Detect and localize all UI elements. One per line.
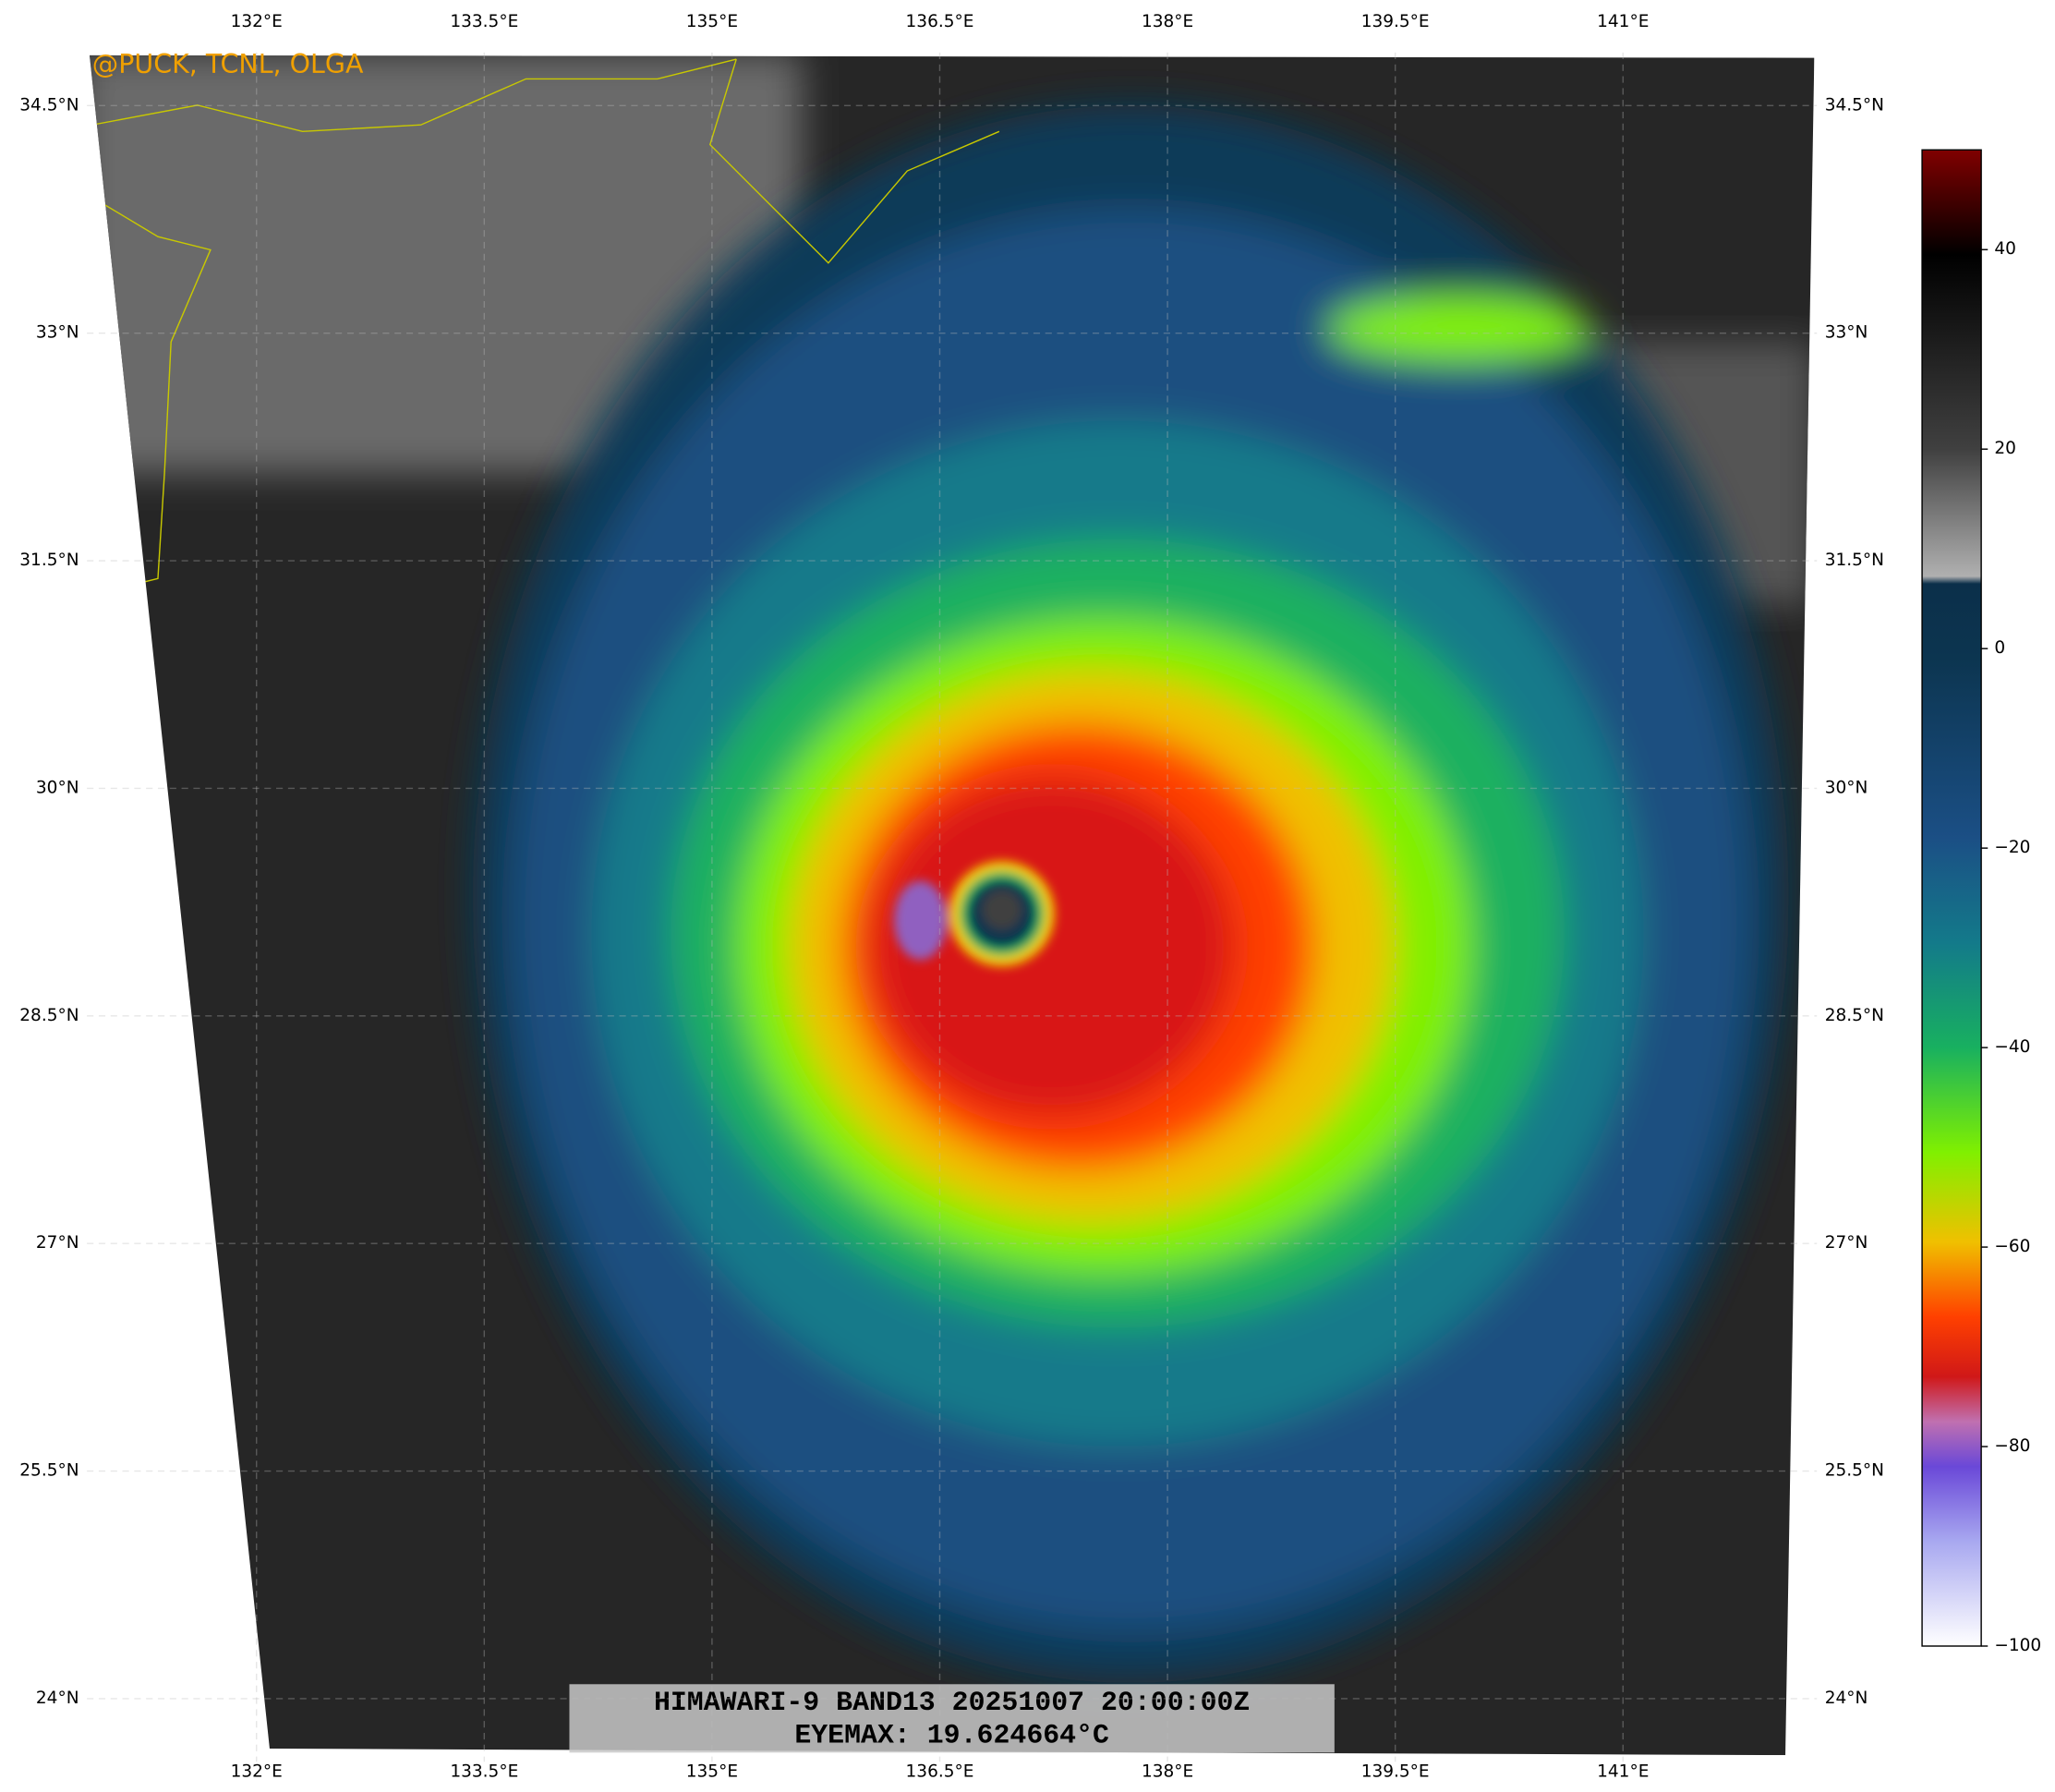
lon-tick-label: 141°E — [1597, 12, 1649, 31]
colorbar-tick-label: −40 — [1994, 1037, 2030, 1057]
lat-tick-label: 31.5°N — [1825, 551, 1884, 570]
lon-tick-label: 135°E — [686, 12, 738, 31]
lon-tick-label: 136.5°E — [906, 12, 974, 31]
colorbar-tick-label: 0 — [1994, 638, 2005, 658]
lat-tick-label: 28.5°N — [19, 1006, 79, 1025]
lon-tick-label: 133.5°E — [450, 12, 518, 31]
lat-tick-label: 30°N — [1825, 778, 1868, 797]
lon-tick-label: 139.5°E — [1361, 1762, 1430, 1782]
colorbar-tick-label: −60 — [1994, 1237, 2030, 1256]
colorbar-tick-label: 40 — [1994, 239, 2016, 259]
lat-tick-label: 27°N — [1825, 1233, 1868, 1253]
lat-tick-label: 24°N — [1825, 1689, 1868, 1708]
lon-tick-label: 136.5°E — [906, 1762, 974, 1782]
lat-tick-label: 28.5°N — [1825, 1006, 1884, 1025]
lon-tick-label: 139.5°E — [1361, 12, 1430, 31]
lat-tick-label: 33°N — [1825, 323, 1868, 343]
lon-tick-label: 132°E — [231, 1762, 283, 1782]
lat-tick-label: 24°N — [36, 1689, 79, 1708]
lat-tick-label: 25.5°N — [1825, 1461, 1884, 1481]
lon-tick-label: 133.5°E — [450, 1762, 518, 1782]
lon-tick-label: 138°E — [1142, 1762, 1193, 1782]
title-line: EYEMAX: 19.624664°C — [794, 1720, 1109, 1751]
lat-tick-label: 31.5°N — [19, 551, 79, 570]
colorbar-tick-label: −80 — [1994, 1436, 2030, 1456]
colorbar-tick-label: 20 — [1994, 439, 2016, 458]
lon-tick-label: 138°E — [1142, 12, 1193, 31]
colorbar — [1921, 149, 1982, 1647]
lat-tick-label: 34.5°N — [1825, 95, 1884, 115]
lon-tick-label: 132°E — [231, 12, 283, 31]
lat-tick-label: 27°N — [36, 1233, 79, 1253]
credit: @PUCK, TCNL, OLGA — [92, 49, 364, 79]
lat-tick-label: 33°N — [36, 323, 79, 343]
lat-tick-label: 34.5°N — [19, 95, 79, 115]
lat-tick-label: 25.5°N — [19, 1461, 79, 1481]
title-box — [569, 1684, 1335, 1753]
lon-tick-label: 135°E — [686, 1762, 738, 1782]
lat-tick-label: 30°N — [36, 778, 79, 797]
lon-tick-label: 141°E — [1597, 1762, 1649, 1782]
title-line: HIMAWARI-9 BAND13 20251007 20:00:00Z — [654, 1687, 1250, 1718]
colorbar-tick-label: −20 — [1994, 838, 2030, 857]
colorbar-tick-label: −100 — [1994, 1636, 2041, 1655]
